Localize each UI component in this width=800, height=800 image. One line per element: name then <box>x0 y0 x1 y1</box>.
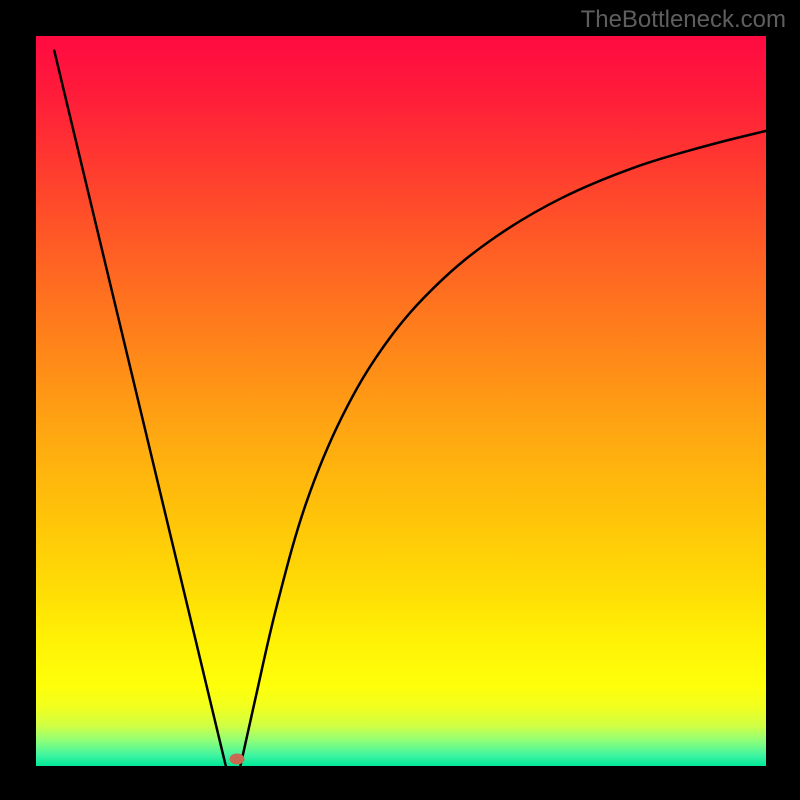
plot-area <box>36 36 766 766</box>
bottleneck-curve <box>36 36 766 766</box>
watermark-text: TheBottleneck.com <box>581 6 786 34</box>
optimal-point-marker <box>229 753 244 764</box>
